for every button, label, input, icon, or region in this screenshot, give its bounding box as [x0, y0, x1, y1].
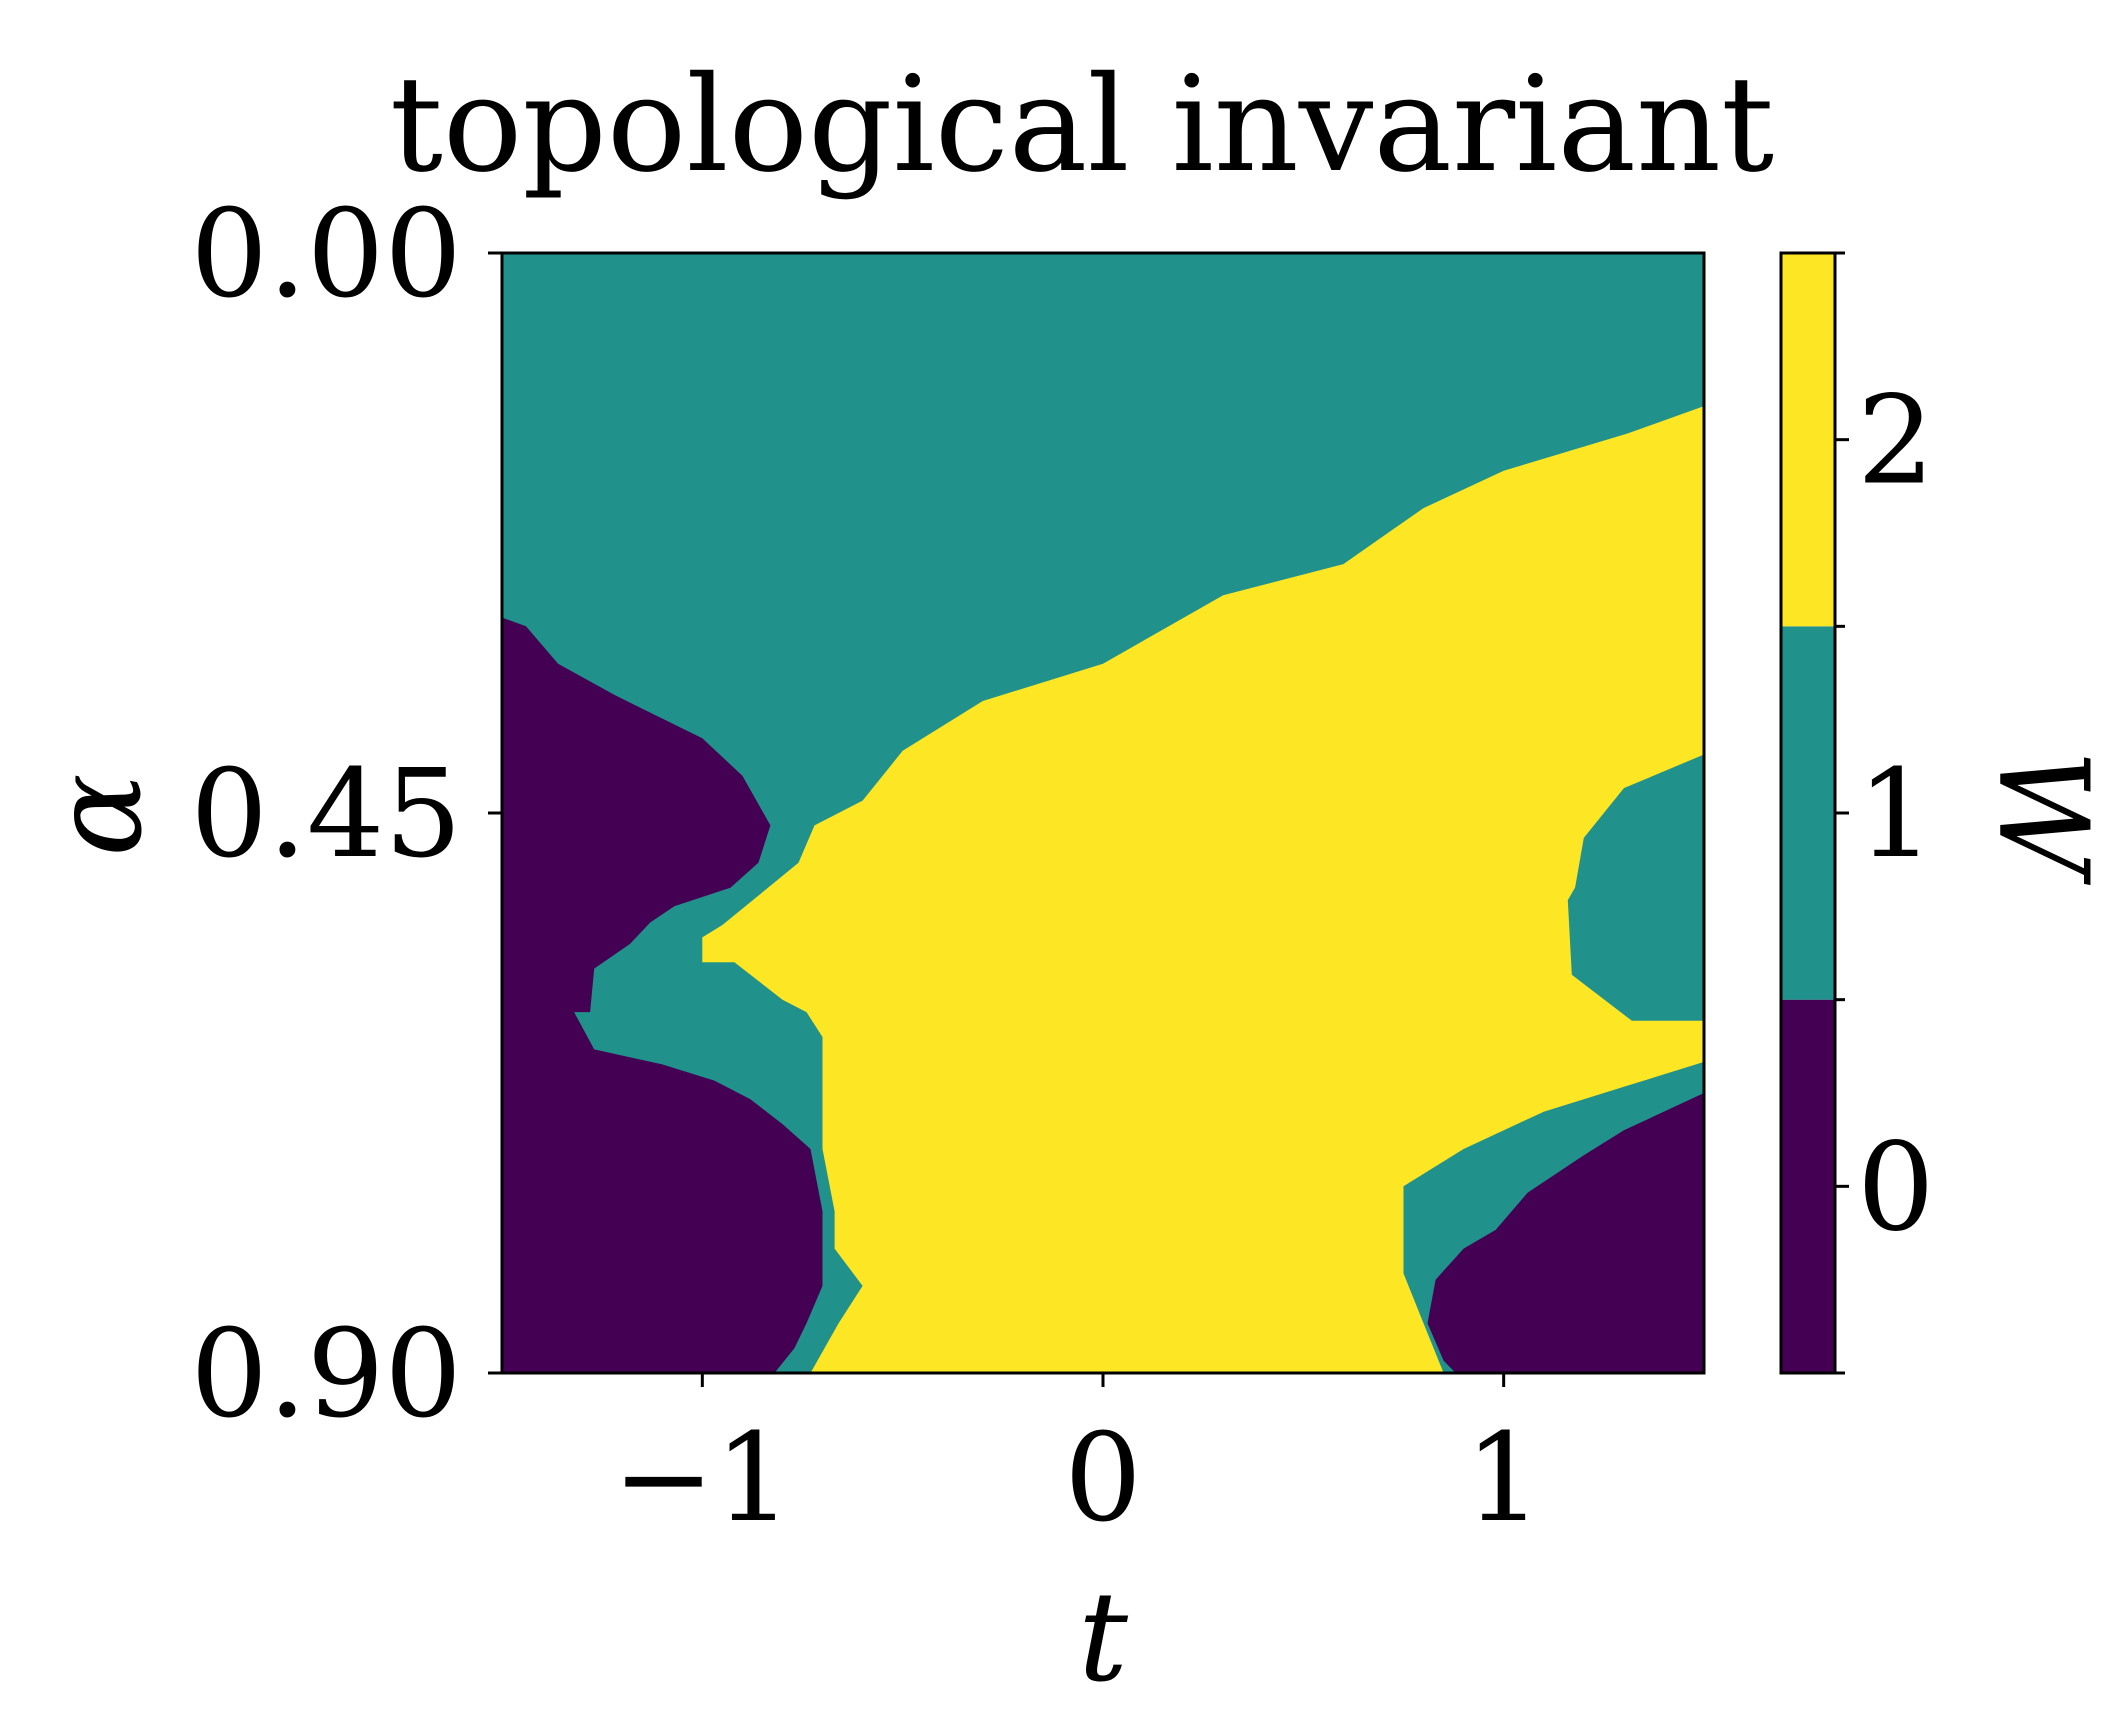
chart-title: topological invariant — [390, 48, 1774, 202]
x-axis: −1 0 1 — [612, 1373, 1542, 1549]
x-tick-label: −1 — [612, 1407, 792, 1549]
colorbar-label: W — [1970, 749, 2114, 885]
x-tick-label: 1 — [1465, 1407, 1543, 1549]
colorbar-block — [1781, 253, 1835, 627]
y-tick-label: 0.45 — [190, 743, 462, 885]
colorbar-block — [1781, 999, 1835, 1373]
colorbar-blocks — [1781, 253, 1835, 1373]
colorbar-tick-label: 0 — [1857, 1116, 1935, 1258]
x-axis-label: t — [1078, 1566, 1129, 1710]
region-left-lower — [502, 617, 823, 1373]
region-central-upper — [702, 406, 1704, 1373]
region-right-lower — [1427, 1093, 1704, 1373]
colorbar-tick-label: 2 — [1857, 370, 1935, 512]
colorbar-ticks: 0 1 2 — [1835, 251, 1935, 1375]
x-tick-label: 0 — [1064, 1407, 1142, 1549]
colorbar-block — [1781, 626, 1835, 1000]
region-right-middle-pocket — [1567, 754, 1704, 1021]
colorbar: 0 1 2 — [1779, 251, 1935, 1375]
heatmap-plot — [500, 251, 1706, 1375]
y-axis: 0.00 0.45 0.90 — [190, 183, 502, 1445]
colorbar-tick-label: 1 — [1857, 743, 1935, 885]
y-tick-label: 0.90 — [190, 1303, 462, 1445]
heatmap-regions — [502, 253, 1704, 1373]
y-tick-label: 0.00 — [190, 183, 462, 325]
y-axis-label: α — [26, 773, 170, 857]
